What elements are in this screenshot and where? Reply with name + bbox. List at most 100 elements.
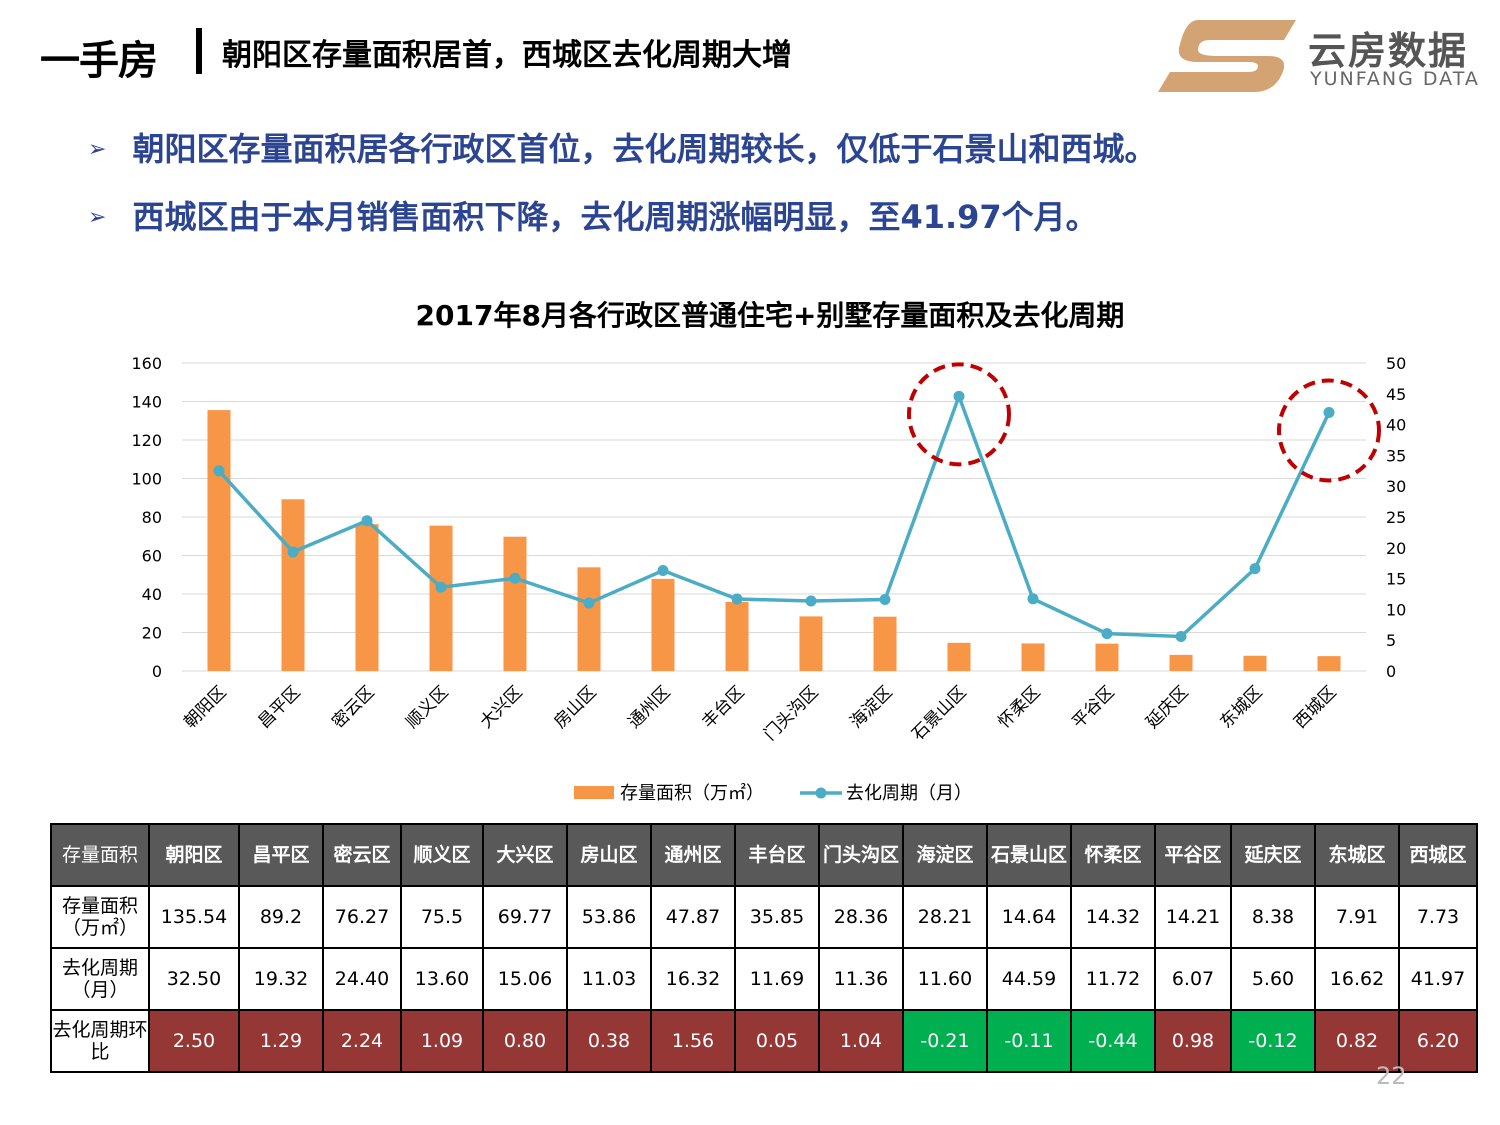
line-point (1175, 631, 1187, 643)
x-tick-label: 昌平区 (254, 682, 304, 732)
line-point (953, 390, 965, 402)
bar (207, 410, 231, 671)
y-left-tick-label: 120 (131, 431, 162, 450)
table-cell: 0.80 (482, 1009, 568, 1073)
column-header: 石景山区 (986, 823, 1072, 887)
column-header: 房山区 (566, 823, 652, 887)
column-header: 通州区 (650, 823, 736, 887)
x-tick-label: 石景山区 (908, 682, 970, 744)
bullet-text-1: 朝阳区存量面积居各行政区首位，去化周期较长，仅低于石景山和西城。 (132, 130, 1157, 168)
logo-text-cn: 云房数据 (1308, 29, 1469, 73)
y-right-tick-label: 30 (1386, 477, 1406, 496)
bar (651, 578, 675, 671)
bar (1021, 643, 1045, 671)
y-left-tick-label: 80 (142, 508, 162, 527)
line-point (361, 515, 373, 527)
table-cell: 1.09 (400, 1009, 484, 1073)
table-row: 存量面积（万㎡） 135.54 89.2 76.27 75.5 69.77 53.86 47… (50, 885, 1478, 949)
y-left-tick-label: 160 (131, 354, 162, 373)
table-cell: 8.38 (1230, 885, 1316, 949)
table-cell: 19.32 (238, 947, 324, 1011)
table-cell: 14.32 (1070, 885, 1156, 949)
line-point (1323, 406, 1335, 418)
table-header-row: 存量面积 朝阳区 昌平区 密云区 顺义区 大兴区 房山区 通州区 丰台区 门头沟区 海淀区 石景山区… (50, 823, 1478, 887)
table-cell: 16.62 (1314, 947, 1400, 1011)
x-tick-label: 丰台区 (698, 682, 748, 732)
y-right-tick-label: 0 (1386, 662, 1396, 681)
table-cell: 135.54 (148, 885, 240, 949)
column-header: 昌平区 (238, 823, 324, 887)
y-left-tick-label: 40 (142, 585, 162, 604)
table-cell: 11.36 (818, 947, 904, 1011)
bar (1243, 655, 1267, 671)
x-tick-label: 朝阳区 (180, 682, 230, 732)
line-point (213, 465, 225, 477)
column-header: 海淀区 (902, 823, 988, 887)
row-label: 存量面积（万㎡） (50, 885, 150, 949)
x-tick-label: 顺义区 (402, 682, 452, 732)
table-cell: 6.07 (1154, 947, 1232, 1011)
line-point (583, 597, 595, 609)
table-cell: 41.97 (1398, 947, 1478, 1011)
column-header: 门头沟区 (818, 823, 904, 887)
table-cell: 76.27 (322, 885, 402, 949)
table-cell: 0.98 (1154, 1009, 1232, 1073)
bar (947, 642, 971, 671)
column-header: 丰台区 (734, 823, 820, 887)
table-cell: 11.69 (734, 947, 820, 1011)
table-cell: 75.5 (400, 885, 484, 949)
y-left-tick-label: 20 (142, 624, 162, 643)
table-cell: 28.21 (902, 885, 988, 949)
table-cell: 24.40 (322, 947, 402, 1011)
yunfang-logo-icon (1158, 20, 1296, 92)
bar (281, 499, 305, 671)
table-cell: 0.38 (566, 1009, 652, 1073)
table-cell: 69.77 (482, 885, 568, 949)
y-left-tick-label: 60 (142, 547, 162, 566)
table-cell: -0.44 (1070, 1009, 1156, 1073)
y-left-tick-label: 140 (131, 393, 162, 412)
table-cell: 2.50 (148, 1009, 240, 1073)
table-cell: 35.85 (734, 885, 820, 949)
legend-bar-swatch (574, 786, 614, 799)
table-cell: 32.50 (148, 947, 240, 1011)
table-cell: 7.73 (1398, 885, 1478, 949)
column-header: 平谷区 (1154, 823, 1232, 887)
table-cell: 14.64 (986, 885, 1072, 949)
legend-line-label: 去化周期（月） (846, 783, 972, 804)
highlight-circle (907, 362, 1011, 467)
table-cell: 89.2 (238, 885, 324, 949)
table-header-label: 存量面积 (50, 823, 150, 887)
line-point (509, 572, 521, 584)
x-tick-label: 海淀区 (846, 682, 896, 732)
title-divider (196, 28, 202, 74)
bar (1317, 656, 1341, 671)
legend-line-marker (815, 787, 827, 799)
table-cell: 2.24 (322, 1009, 402, 1073)
column-header: 密云区 (322, 823, 402, 887)
table-cell: -0.12 (1230, 1009, 1316, 1073)
column-header: 顺义区 (400, 823, 484, 887)
y-right-tick-label: 35 (1386, 446, 1406, 465)
table-cell: 11.72 (1070, 947, 1156, 1011)
bar (725, 601, 749, 671)
x-tick-label: 东城区 (1216, 682, 1266, 732)
table-cell: 7.91 (1314, 885, 1400, 949)
table-cell: 47.87 (650, 885, 736, 949)
table-row: 去化周期环比 2.50 1.29 2.24 1.09 0.80 0.38 1.56 0.05 1… (50, 1009, 1478, 1073)
highlight-circle (1277, 378, 1381, 483)
x-tick-label: 西城区 (1290, 682, 1340, 732)
bar (355, 524, 379, 671)
y-right-tick-label: 45 (1386, 385, 1406, 404)
bullet-point-1: ➢ 朝阳区存量面积居各行政区首位，去化周期较长，仅低于石景山和西城。 (88, 124, 1156, 170)
legend-bar-label: 存量面积（万㎡） (620, 782, 764, 804)
column-header: 延庆区 (1230, 823, 1316, 887)
y-right-tick-label: 40 (1386, 416, 1406, 435)
bullet-text-2: 西城区由于本月销售面积下降，去化周期涨幅明显，至41.97个月。 (132, 198, 1098, 236)
y-right-tick-label: 15 (1386, 570, 1406, 589)
logo-text-en: YUNFANG DATA (1310, 68, 1480, 90)
x-tick-label: 密云区 (328, 682, 378, 732)
line-point (731, 593, 743, 605)
line-point (805, 595, 817, 607)
y-left-tick-label: 100 (131, 470, 162, 489)
